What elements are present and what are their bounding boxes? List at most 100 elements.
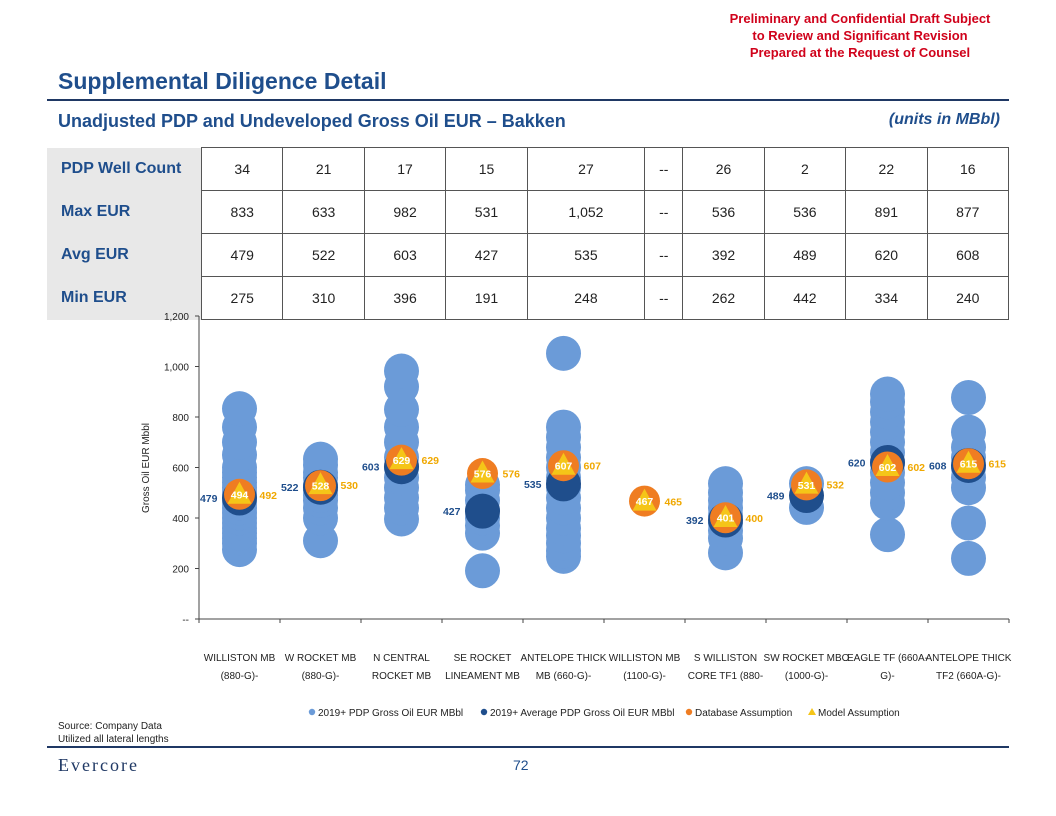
table-cell: 34	[200, 147, 284, 191]
model-data-label: 492	[260, 490, 278, 502]
x-tick-label: EAGLE TF (660A-	[847, 653, 928, 664]
model-data-label: 602	[908, 462, 926, 474]
table-cell: 334	[845, 276, 928, 320]
x-tick-label: S WILLISTON	[694, 653, 757, 664]
pdp-well-point	[951, 505, 986, 541]
table-cell: 310	[282, 276, 365, 320]
table-cell: 833	[200, 190, 284, 234]
table-cell: 531	[445, 190, 528, 234]
model-data-label: 607	[584, 461, 602, 473]
confidential-notice: Preliminary and Confidential Draft Subje…	[710, 10, 1010, 61]
legend-marker	[808, 708, 816, 715]
units-note: (units in MBbl)	[888, 111, 1000, 128]
x-tick-label: N CENTRAL	[373, 653, 430, 664]
pdp-well-point	[222, 391, 257, 427]
average-pdp-point	[465, 493, 500, 529]
y-axis-title: Gross Oil EUR Mbbl	[141, 423, 152, 513]
average-data-label: 479	[200, 493, 218, 505]
y-tick-label: 600	[172, 464, 189, 475]
model-assumption-point	[227, 481, 252, 504]
database-data-label: 494	[231, 489, 249, 501]
table-cell: 427	[445, 233, 528, 277]
x-tick-label: SE ROCKET	[454, 653, 512, 664]
y-tick-label: 1,200	[164, 312, 189, 323]
average-data-label: 608	[929, 460, 947, 472]
x-tick-label: (1100-G)-	[623, 671, 666, 682]
database-data-label: 607	[555, 461, 573, 473]
model-assumption-point	[551, 452, 576, 475]
x-tick-label: TF2 (660A-G)-	[936, 671, 1001, 682]
y-tick-label: 1,000	[164, 363, 189, 374]
x-tick-label: WILLISTON MB	[204, 653, 276, 664]
model-assumption-point	[875, 453, 900, 476]
x-tick-label: ROCKET MB	[372, 671, 432, 682]
database-data-label: 615	[960, 459, 978, 471]
average-data-label: 620	[848, 457, 866, 469]
model-assumption-point	[470, 460, 495, 483]
title-divider	[47, 99, 1009, 101]
table-cell: 396	[363, 276, 447, 320]
table-cell: 275	[200, 276, 284, 320]
average-data-label: 535	[524, 479, 542, 491]
legend-label: Database Assumption	[695, 708, 792, 719]
table-cell: 442	[763, 276, 847, 320]
model-assumption-point	[308, 472, 333, 495]
table-cell: 536	[763, 190, 847, 234]
pdp-well-point	[708, 466, 743, 502]
model-data-label: 530	[341, 480, 359, 492]
evercore-logo: Evercore	[58, 755, 139, 775]
legend-label: 2019+ Average PDP Gross Oil EUR MBbl	[490, 708, 674, 719]
table-cell: 16	[926, 147, 1010, 191]
x-tick-label: MB (660-G)-	[536, 671, 592, 682]
table-cell: 535	[526, 233, 646, 277]
model-data-label: 465	[665, 497, 683, 509]
model-assumption-point	[632, 488, 657, 511]
pdp-well-point	[546, 335, 581, 371]
table-cell: 536	[682, 190, 765, 234]
average-data-label: 489	[767, 491, 785, 503]
page-subtitle: Unadjusted PDP and Undeveloped Gross Oil…	[58, 111, 566, 131]
table-cell: 26	[682, 147, 765, 191]
pdp-well-point	[870, 517, 905, 553]
x-tick-label: SW ROCKET MBO	[764, 653, 850, 664]
confidential-line-3: Prepared at the Request of Counsel	[749, 45, 971, 60]
table-cell: 262	[682, 276, 765, 320]
table-cell: 191	[445, 276, 528, 320]
model-data-label: 629	[422, 455, 440, 467]
legend-marker	[308, 708, 316, 716]
table-cell: 489	[763, 233, 847, 277]
x-tick-label: CORE TF1 (880-	[688, 671, 763, 682]
pdp-well-point	[546, 409, 581, 445]
pdp-well-point	[951, 414, 986, 450]
model-data-label: 400	[746, 513, 764, 525]
pdp-well-point	[384, 353, 419, 389]
pdp-well-point	[870, 376, 905, 412]
source-note: Source: Company Data	[58, 721, 162, 732]
page-number: 72	[513, 757, 529, 773]
legend-label: Model Assumption	[818, 708, 900, 719]
model-data-label: 615	[989, 459, 1007, 471]
table-cell: 22	[845, 147, 928, 191]
footnotes: Source: Company Data Utilized all latera…	[58, 720, 169, 746]
y-tick-label: 800	[172, 413, 189, 424]
legend-label: 2019+ PDP Gross Oil EUR MBbl	[318, 708, 463, 719]
x-tick-label: (880-G)-	[302, 671, 340, 682]
average-data-label: 427	[443, 506, 461, 518]
table-cell: 2	[763, 147, 847, 191]
eur-summary-table: PDP Well Count 34 21 17 15 27 -- 26 2 22 16 Max EUR…	[47, 147, 1010, 320]
database-data-label: 467	[636, 496, 654, 508]
table-cell: --	[644, 276, 684, 320]
database-data-label: 602	[879, 462, 897, 474]
row-header: Min EUR	[47, 276, 202, 320]
average-data-label: 522	[281, 482, 299, 494]
row-header: Avg EUR	[47, 233, 202, 277]
table-cell: 248	[526, 276, 646, 320]
model-assumption-point	[956, 450, 981, 473]
model-assumption-point	[713, 505, 738, 527]
table-row: PDP Well Count 34 21 17 15 27 -- 26 2 22 16	[47, 147, 1010, 191]
database-data-label: 629	[393, 455, 411, 467]
page-title: Supplemental Diligence Detail	[58, 68, 387, 94]
database-data-label: 576	[474, 469, 492, 481]
row-header: Max EUR	[47, 190, 202, 234]
